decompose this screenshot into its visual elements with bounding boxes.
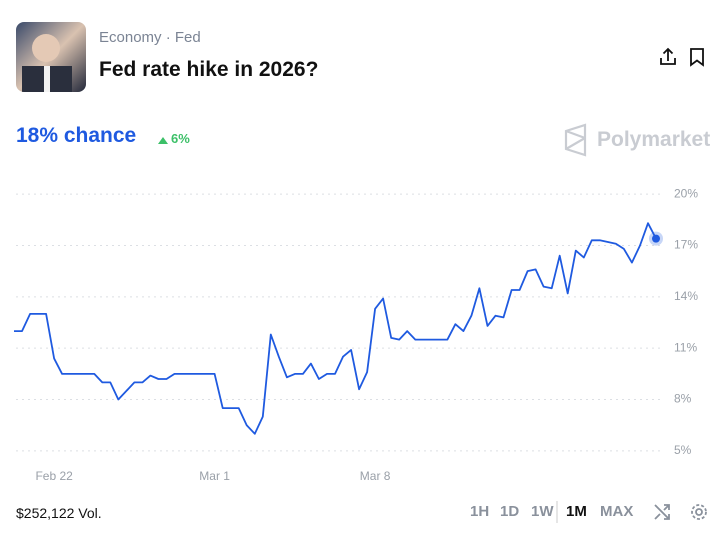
up-arrow (158, 137, 168, 144)
change: 6% (171, 131, 190, 146)
category[interactable]: Economy (99, 29, 162, 46)
y-tick-label: 14% (674, 289, 698, 303)
settings-icon[interactable] (691, 504, 707, 520)
range-button[interactable]: 1H (470, 503, 490, 520)
y-tick-label: 5% (674, 443, 692, 457)
shuffle-icon[interactable] (654, 504, 670, 520)
x-tick-label: Mar 1 (199, 469, 230, 483)
volume: $252,122 Vol. (16, 505, 102, 521)
share-icon[interactable] (660, 47, 676, 65)
brand-logo (564, 123, 587, 157)
bookmark-icon[interactable] (690, 48, 704, 67)
category[interactable]: Fed (174, 29, 201, 46)
x-tick-label: Feb 22 (35, 469, 73, 483)
range-button[interactable]: MAX (600, 503, 634, 520)
market-title: Fed rate hike in 2026? (99, 58, 319, 81)
breadcrumb: Economy · Fed (99, 29, 201, 46)
y-tick-label: 17% (674, 238, 698, 252)
y-tick-label: 20% (674, 186, 698, 200)
y-tick-label: 11% (674, 340, 697, 354)
brand: Polymarket (597, 128, 711, 151)
range-button[interactable]: 1D (500, 503, 520, 520)
range-button[interactable]: 1W (531, 503, 554, 520)
chance: 18% chance (16, 124, 137, 147)
y-tick-label: 8% (674, 392, 692, 406)
separator: · (165, 29, 171, 46)
market-image (16, 22, 86, 92)
price-line (14, 222, 657, 435)
x-tick-label: Mar 8 (360, 469, 391, 483)
range-button[interactable]: 1M (566, 503, 587, 520)
current-point (652, 234, 660, 243)
